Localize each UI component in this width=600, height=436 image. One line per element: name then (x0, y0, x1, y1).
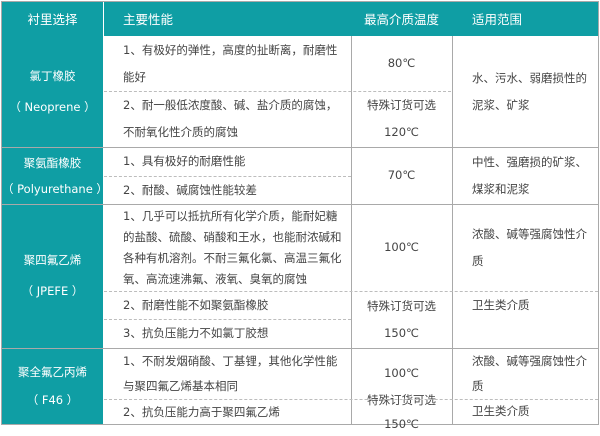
lining-code: （ Neoprene ） (9, 99, 96, 114)
temp-value: 150℃ (384, 325, 419, 340)
divider (2, 348, 598, 349)
lining-name: 聚全氟乙丙烯 (18, 365, 87, 379)
property-cell: 2、抗负压能力高于聚四氟乙烯 (123, 405, 280, 419)
property-cell: 1、具有极好的耐磨性能 (123, 154, 246, 168)
lining-jpefe: 聚四氟乙烯 （ JPEFE ） (2, 204, 103, 348)
temp-cell: 70℃ (387, 168, 416, 182)
lining-code: （ F46 ） (26, 393, 79, 407)
property-cell: 1、有极好的弹性，高度的扯断离，耐磨性能好 (123, 42, 338, 84)
divider (2, 204, 598, 205)
dashed-divider (104, 319, 351, 320)
property-cell: 2、耐磨性能不如聚氨酯橡胶 (123, 297, 269, 312)
header-lining: 衬里选择 (2, 2, 103, 36)
divider (103, 2, 104, 424)
temp-cell: 特殊订货可选 120℃ (351, 91, 452, 147)
dashed-divider (104, 291, 598, 292)
lining-code: （ JPEFE ） (21, 284, 84, 298)
property-cell: 1、几乎可以抵抗所有化学介质，能耐妃糖的盐酸、硫酸、硝酸和王水，也能耐浓碱和各种… (123, 208, 342, 286)
temp-cell: 100℃ (384, 366, 419, 380)
property-cell: 3、抗负压能力不如氯丁胶想 (123, 326, 269, 340)
property-cell: 1、不耐发烟硝酸、丁基锂，其他化学性能与聚四氟乙烯基本相同 (123, 353, 338, 393)
lining-polyurethane: 聚氨酯橡胶 （ Polyurethane ） (2, 147, 108, 204)
lining-code: （ Polyurethane ） (2, 181, 108, 196)
lining-neoprene: 氯丁橡胶 （ Neoprene ） (2, 36, 103, 147)
dashed-divider (104, 176, 351, 177)
divider (351, 36, 352, 424)
lining-name: 氯丁橡胶 (29, 68, 76, 83)
lining-name: 聚四氟乙烯 (23, 253, 82, 267)
application-cell: 浓酸、碱等强腐蚀性介质 (472, 353, 587, 393)
temp-cell: 80℃ (387, 56, 416, 70)
property-cell: 2、耐酸、碱腐蚀性能较差 (123, 182, 257, 197)
dashed-divider (104, 399, 598, 400)
application-cell: 卫生类介质 (472, 297, 530, 312)
temp-cell: 特殊订货可选 150℃ (351, 393, 452, 431)
header-properties: 主要性能 (103, 2, 351, 36)
temp-note: 特殊订货可选 (367, 298, 436, 313)
application-cell: 卫生类介质 (472, 404, 530, 418)
temp-value: 150℃ (384, 416, 419, 431)
temp-value: 120℃ (384, 125, 419, 139)
application-cell: 浓酸、碱等强腐蚀性介质 (472, 226, 587, 268)
temp-cell: 100℃ (384, 240, 419, 254)
temp-cell: 特殊订货可选 150℃ (351, 291, 452, 348)
application-cell: 中性、强磨损的矿浆、煤浆和泥浆 (472, 154, 587, 196)
dashed-divider (104, 91, 451, 92)
header-max-temp: 最高介质温度 (351, 2, 452, 36)
lining-name: 聚氨酯橡胶 (23, 155, 82, 170)
property-cell: 2、耐一般低浓度酸、碱、盐介质的腐蚀，不耐氧化性介质的腐蚀 (123, 98, 338, 139)
application-cell: 水、污水、弱磨损性的泥浆、矿浆 (472, 70, 587, 112)
temp-note: 特殊订货可选 (367, 98, 436, 112)
header-application: 适用范围 (452, 2, 598, 36)
divider (2, 147, 598, 148)
lining-f46: 聚全氟乙丙烯 （ F46 ） (2, 348, 103, 424)
divider (452, 36, 453, 424)
